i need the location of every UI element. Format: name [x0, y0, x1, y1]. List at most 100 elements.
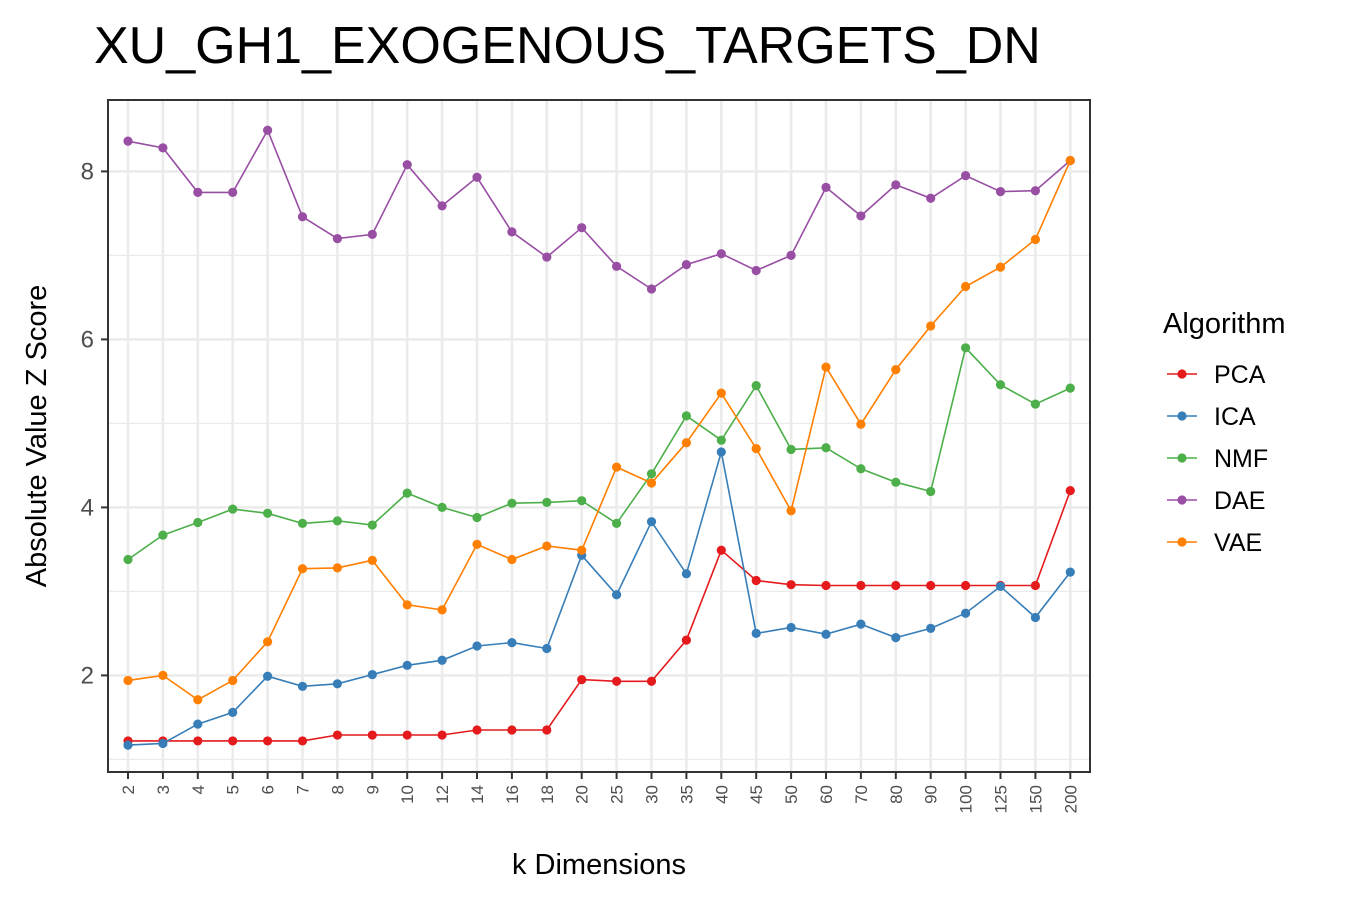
vae-point: [577, 545, 587, 555]
pca-point: [228, 736, 238, 746]
vae-point: [1030, 234, 1040, 245]
vae-point: [786, 506, 796, 516]
x-tick-label: 10: [398, 785, 417, 804]
x-tick-label: 7: [294, 785, 313, 794]
legend-label: PCA: [1214, 361, 1266, 389]
x-tick-label: 200: [1061, 785, 1080, 813]
legend-key-point: [1177, 369, 1187, 379]
x-tick-label: 3: [154, 785, 173, 794]
vae-point: [263, 637, 273, 647]
pca-point: [926, 580, 936, 591]
nmf-point: [786, 444, 796, 455]
vae-point: [158, 670, 168, 681]
dae-point: [367, 229, 377, 239]
series-dae: [123, 125, 1075, 294]
x-tick-label: 30: [643, 785, 662, 804]
vae-point: [402, 600, 412, 610]
dae-point: [123, 136, 133, 146]
x-tick-label: 4: [189, 785, 208, 794]
x-tick-label: 12: [433, 785, 452, 804]
vae-point: [681, 438, 692, 448]
nmf-point: [891, 477, 901, 487]
legend-key-point: [1177, 537, 1187, 547]
ica-point: [1065, 567, 1075, 577]
x-tick-label: 90: [922, 785, 941, 804]
ica-point: [681, 569, 692, 579]
ica-point: [228, 707, 238, 717]
x-tick-label: 150: [1026, 785, 1045, 813]
dae-point: [472, 172, 482, 182]
ica-point: [193, 719, 203, 729]
y-tick-label: 2: [81, 662, 94, 689]
nmf-point: [297, 518, 308, 528]
legend-label: NMF: [1214, 445, 1268, 473]
legend-key-point: [1177, 495, 1187, 505]
pca-point: [402, 730, 412, 740]
y-tick-label: 8: [81, 158, 94, 185]
vae-point: [891, 365, 901, 375]
series-pca: [123, 486, 1075, 746]
nmf-point: [821, 443, 831, 453]
nmf-point: [646, 469, 657, 479]
legend-item-ica: ICA: [1167, 403, 1256, 431]
x-tick-label: 40: [712, 785, 731, 804]
dae-point: [995, 186, 1006, 197]
vae-point: [856, 419, 866, 429]
dae-point: [891, 180, 901, 190]
ica-point: [507, 638, 517, 648]
vae-point: [332, 563, 342, 573]
pca-point: [332, 730, 342, 740]
ica-point: [1030, 612, 1040, 623]
legend-item-vae: VAE: [1167, 529, 1262, 557]
ica-point: [158, 738, 168, 749]
legend-item-dae: DAE: [1167, 487, 1265, 515]
x-tick-label: 5: [224, 785, 243, 794]
dae-point: [856, 211, 866, 221]
ica-point: [367, 669, 377, 680]
legend-key-point: [1177, 453, 1187, 463]
vae-point: [507, 554, 517, 565]
vae-point: [646, 478, 657, 488]
pca-point: [891, 580, 901, 591]
vae-point: [542, 541, 552, 551]
dae-point: [158, 143, 168, 153]
x-tick-label: 60: [817, 785, 836, 804]
nmf-point: [542, 497, 552, 507]
x-axis: 2 3 4 5 6 7 8 9 10 12 14 16 18 20 25 30 35 40 45 50 60 70 80 90…: [119, 772, 1080, 813]
nmf-point: [1030, 399, 1040, 409]
ica-point: [297, 681, 308, 691]
vae-point: [437, 605, 447, 615]
vae-point: [123, 675, 133, 686]
ica-point: [786, 622, 796, 633]
x-tick-label: 80: [887, 785, 906, 804]
x-tick-label: 16: [503, 785, 522, 804]
pca-point: [821, 580, 831, 591]
x-tick-label: 18: [538, 785, 557, 804]
nmf-line: [127, 346, 1071, 561]
y-tick-label: 6: [81, 326, 94, 353]
y-tick-label: 4: [81, 494, 94, 521]
y-axis-title: Absolute Value Z Score: [21, 285, 53, 588]
pca-point: [577, 675, 587, 685]
dae-point: [332, 234, 342, 244]
pca-point: [193, 736, 203, 746]
x-tick-label: 9: [363, 785, 382, 794]
x-tick-label: 70: [852, 785, 871, 804]
pca-point: [716, 545, 726, 555]
x-tick-label: 8: [328, 785, 347, 794]
dae-point: [402, 160, 412, 170]
vae-point: [612, 462, 622, 472]
pca-point: [681, 635, 692, 645]
nmf-point: [367, 520, 377, 530]
pca-point: [856, 580, 866, 591]
dae-point: [646, 284, 657, 294]
legend-label: VAE: [1214, 529, 1262, 557]
dae-point: [507, 227, 517, 237]
nmf-point: [577, 496, 587, 506]
pca-line: [128, 490, 1072, 742]
ica-point: [263, 671, 273, 681]
vae-point: [961, 281, 971, 292]
ica-point: [402, 660, 412, 670]
nmf-point: [961, 343, 971, 353]
